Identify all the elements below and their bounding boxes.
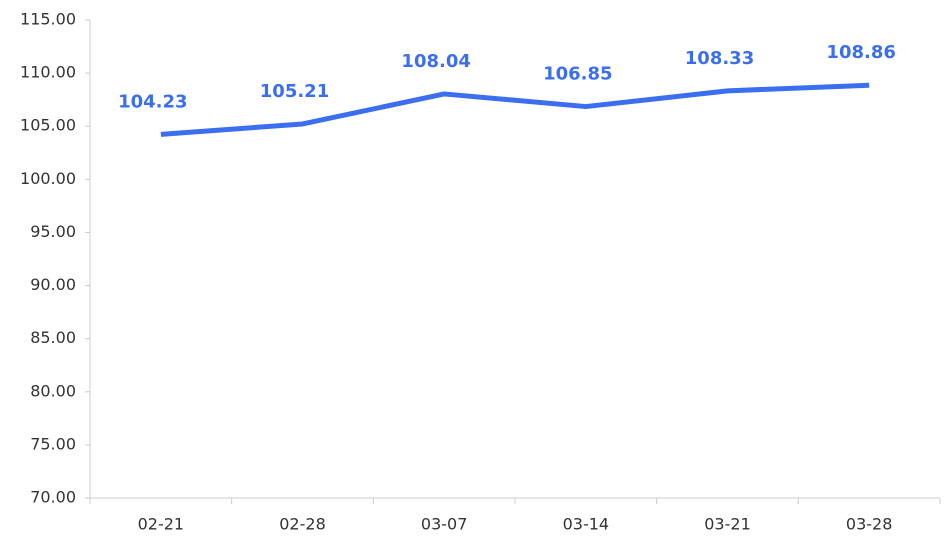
y-tick-label: 105.00: [20, 116, 76, 135]
y-tick-label: 110.00: [20, 63, 76, 82]
y-tick-label: 70.00: [30, 488, 76, 507]
y-tick-label: 115.00: [20, 10, 76, 29]
data-label: 108.33: [685, 48, 754, 69]
x-tick-label: 02-28: [279, 515, 326, 534]
x-tick-label: 03-14: [563, 515, 610, 534]
data-label: 108.04: [401, 51, 470, 72]
series-line: [160, 82, 870, 137]
x-tick-label: 03-21: [704, 515, 751, 534]
x-tick-label: 02-21: [138, 515, 185, 534]
data-label: 105.21: [260, 81, 329, 102]
y-tick-label: 95.00: [30, 222, 76, 241]
y-tick-label: 75.00: [30, 434, 76, 453]
data-label: 108.86: [826, 42, 895, 63]
y-tick-label: 100.00: [20, 169, 76, 188]
x-tick-label: 03-07: [421, 515, 468, 534]
y-tick-label: 90.00: [30, 275, 76, 294]
x-tick-label: 03-28: [846, 515, 893, 534]
data-label: 104.23: [118, 91, 187, 112]
y-tick-label: 85.00: [30, 328, 76, 347]
data-label: 106.85: [543, 64, 612, 85]
y-tick-label: 80.00: [30, 381, 76, 400]
